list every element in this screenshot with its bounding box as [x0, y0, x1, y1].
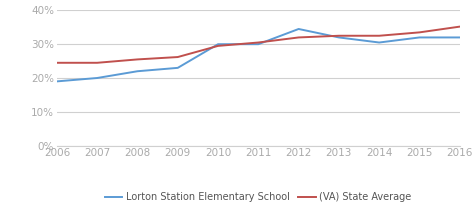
Lorton Station Elementary School — [94, 77, 100, 79]
Legend: Lorton Station Elementary School, (VA) State Average: Lorton Station Elementary School, (VA) S… — [101, 188, 416, 206]
(VA) State Average — [296, 36, 301, 39]
(VA) State Average — [255, 41, 261, 44]
(VA) State Average — [175, 56, 181, 58]
Lorton Station Elementary School — [296, 28, 301, 30]
Line: Lorton Station Elementary School: Lorton Station Elementary School — [57, 29, 460, 81]
(VA) State Average — [135, 58, 140, 61]
(VA) State Average — [336, 35, 342, 37]
Lorton Station Elementary School — [376, 41, 382, 44]
(VA) State Average — [94, 62, 100, 64]
Lorton Station Elementary School — [54, 80, 60, 83]
Lorton Station Elementary School — [457, 36, 463, 39]
Lorton Station Elementary School — [336, 36, 342, 39]
Lorton Station Elementary School — [135, 70, 140, 73]
(VA) State Average — [417, 31, 422, 34]
Lorton Station Elementary School — [417, 36, 422, 39]
Lorton Station Elementary School — [215, 43, 221, 45]
(VA) State Average — [457, 25, 463, 28]
(VA) State Average — [215, 45, 221, 47]
Lorton Station Elementary School — [175, 67, 181, 69]
Lorton Station Elementary School — [255, 43, 261, 45]
(VA) State Average — [54, 62, 60, 64]
Line: (VA) State Average: (VA) State Average — [57, 27, 460, 63]
(VA) State Average — [376, 35, 382, 37]
